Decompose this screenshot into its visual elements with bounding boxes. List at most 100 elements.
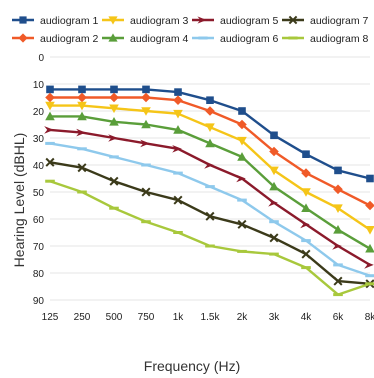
legend-label: audiogram 8 [310, 33, 369, 45]
data-point [300, 220, 310, 229]
data-point [173, 195, 183, 205]
data-point [301, 266, 311, 270]
data-point [141, 107, 151, 116]
data-point [45, 92, 55, 103]
series-line [49, 180, 371, 296]
data-point [173, 171, 183, 175]
x-tick-label: 2k [237, 312, 249, 323]
data-point [332, 242, 342, 250]
data-point [269, 146, 279, 157]
data-point [76, 128, 86, 137]
x-tick-label: 250 [74, 312, 91, 323]
data-point [45, 179, 55, 183]
data-point [205, 244, 215, 248]
data-point [18, 33, 28, 43]
data-point [78, 85, 86, 94]
data-point [108, 33, 118, 42]
y-tick-label: 80 [33, 269, 45, 280]
data-point [237, 249, 247, 253]
data-point [333, 204, 343, 213]
data-point [237, 136, 247, 146]
legend-label: audiogram 6 [220, 33, 279, 45]
legend: audiogram 1 audiogram 2 audiogram 3 audiogr… [12, 15, 369, 45]
data-point [141, 163, 151, 167]
x-tick-label: 125 [42, 312, 59, 323]
y-tick-label: 10 [33, 80, 45, 91]
data-point [110, 85, 118, 94]
legend-item: audiogram 7 [282, 15, 369, 27]
x-axis-ticks: 125 250 500 750 1k 1.5k 2k 3k 4k 6k 8k [42, 312, 374, 323]
data-point [109, 176, 119, 186]
data-point [77, 92, 87, 103]
data-point [236, 174, 246, 183]
data-point [77, 190, 87, 194]
data-point [333, 263, 343, 267]
data-point [173, 231, 183, 234]
legend-item: audiogram 6 [192, 33, 279, 45]
data-point [365, 274, 374, 278]
series-2 [45, 92, 374, 211]
data-point [77, 147, 87, 151]
x-tick-label: 1k [173, 312, 185, 323]
data-point [269, 233, 279, 243]
series-6 [45, 141, 374, 278]
data-point [269, 220, 279, 224]
data-point [364, 261, 374, 269]
y-tick-label: 20 [33, 107, 45, 118]
data-point [205, 185, 215, 189]
series-8 [45, 179, 374, 297]
data-point [172, 145, 182, 153]
data-point [45, 141, 55, 145]
data-point [45, 157, 55, 167]
y-tick-label: 30 [33, 134, 45, 145]
series-layer [44, 85, 374, 297]
data-point [204, 161, 214, 169]
data-point [365, 226, 374, 235]
y-axis-title: Hearing Level (dBHL) [11, 133, 27, 268]
data-point [173, 95, 183, 105]
data-point [237, 119, 247, 130]
data-point [109, 206, 119, 210]
data-point [301, 168, 311, 178]
data-point [205, 123, 215, 132]
data-point [174, 88, 182, 96]
data-point [301, 203, 311, 212]
data-point [205, 138, 215, 148]
data-point [45, 101, 55, 111]
y-axis-ticks: 0 10 20 30 40 50 60 70 80 90 [33, 53, 45, 307]
x-tick-label: 8k [365, 312, 374, 323]
legend-label: audiogram 5 [220, 15, 279, 27]
data-point [237, 152, 247, 161]
legend-item: audiogram 1 [12, 15, 99, 27]
data-point [365, 200, 374, 211]
x-tick-label: 3k [269, 312, 281, 323]
data-point [288, 15, 298, 25]
data-point [173, 109, 183, 119]
data-point [365, 243, 374, 253]
data-point [109, 92, 119, 103]
legend-label: audiogram 2 [40, 33, 99, 45]
legend-label: audiogram 7 [310, 15, 369, 27]
data-point [77, 101, 87, 111]
series-4 [45, 111, 374, 253]
data-point [269, 181, 279, 191]
data-point [45, 111, 55, 121]
data-point [108, 16, 118, 25]
legend-item: audiogram 2 [12, 33, 99, 45]
data-point [109, 104, 119, 114]
data-point [141, 92, 151, 103]
data-point [238, 107, 246, 115]
data-point [334, 166, 342, 175]
data-point [333, 225, 343, 234]
data-point [366, 174, 374, 183]
data-point [269, 166, 279, 176]
data-point [109, 117, 119, 126]
data-point [365, 282, 374, 286]
data-point [44, 126, 54, 134]
y-tick-label: 50 [33, 188, 45, 199]
series-7 [45, 157, 374, 289]
data-point [77, 111, 87, 121]
data-point [301, 188, 311, 197]
legend-item: audiogram 5 [192, 15, 279, 27]
